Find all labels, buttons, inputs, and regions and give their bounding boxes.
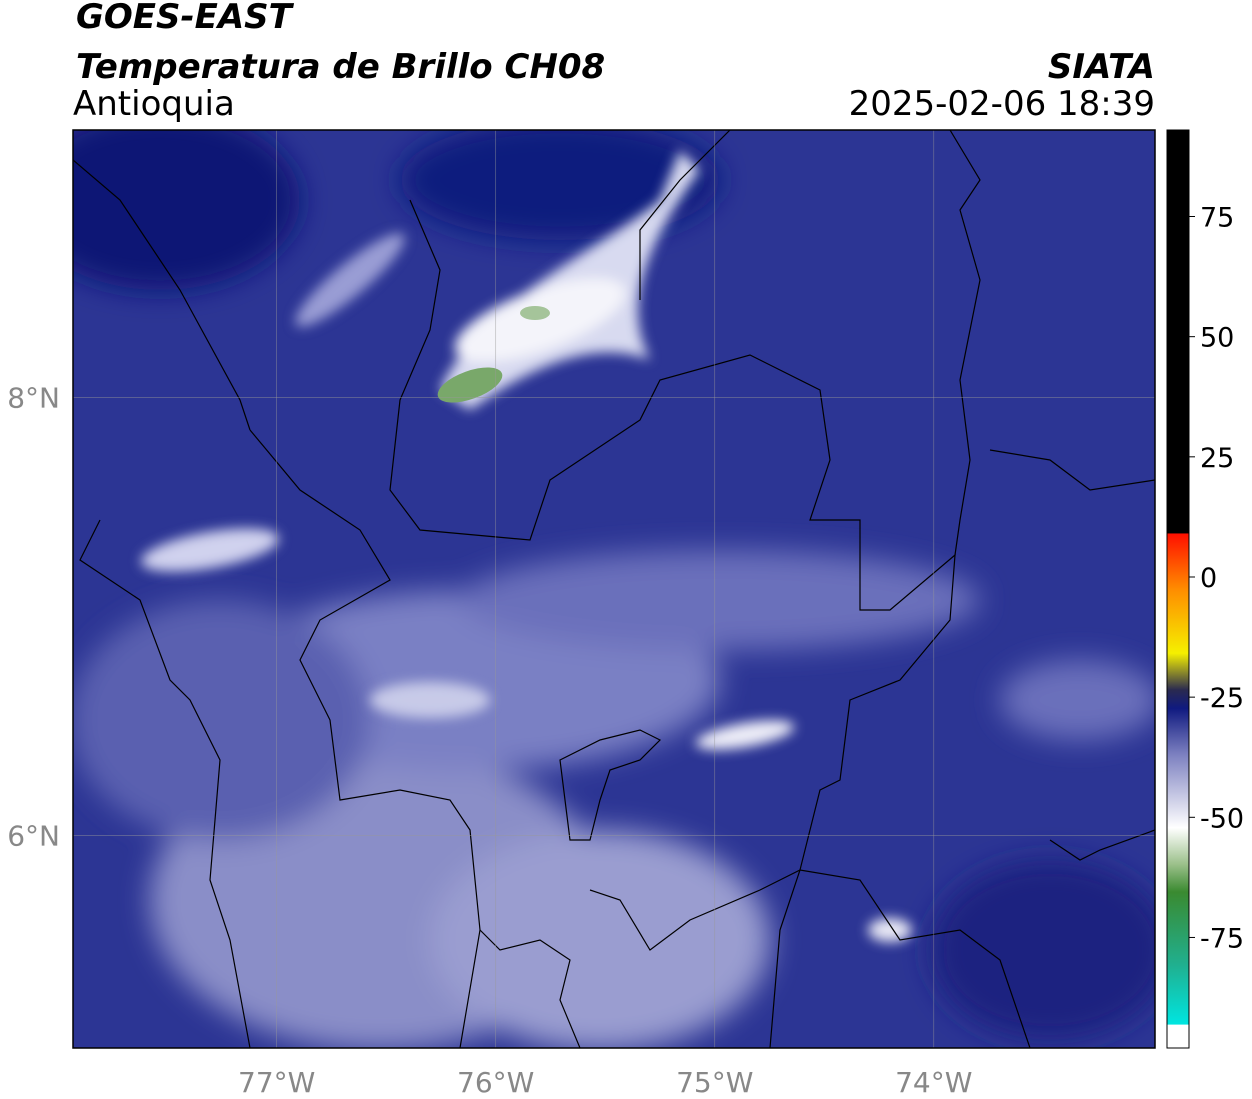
colorbar-tick-label: -75 <box>1200 923 1244 954</box>
borders <box>73 130 1155 1048</box>
source: SIATA <box>1048 47 1155 87</box>
y-tick-label: 8°N <box>7 381 60 414</box>
x-tick-label: 75°W <box>676 1066 753 1099</box>
satellite-image <box>73 130 1155 1048</box>
x-tick-label: 74°W <box>895 1066 972 1099</box>
x-tick-label: 77°W <box>238 1066 315 1099</box>
colorbar-tick-label: 0 <box>1200 563 1217 594</box>
subtitle: Temperatura de Brillo CH08 <box>76 47 605 87</box>
title: GOES-EAST <box>76 0 295 37</box>
datetime: 2025-02-06 18:39 <box>849 84 1155 124</box>
colorbar-tick-label: 50 <box>1200 323 1234 354</box>
map-frame <box>72 129 1156 1049</box>
colorbar-tick-label: 25 <box>1200 443 1234 474</box>
grid <box>73 130 1155 1048</box>
colorbar-tick-label: -25 <box>1200 683 1244 714</box>
region: Antioquia <box>73 84 235 124</box>
colorbar <box>1166 129 1190 1049</box>
colorbar-tick-label: -50 <box>1200 803 1244 834</box>
x-tick-label: 76°W <box>457 1066 534 1099</box>
colorbar-tick-label: 75 <box>1200 203 1234 234</box>
y-tick-label: 6°N <box>7 819 60 852</box>
